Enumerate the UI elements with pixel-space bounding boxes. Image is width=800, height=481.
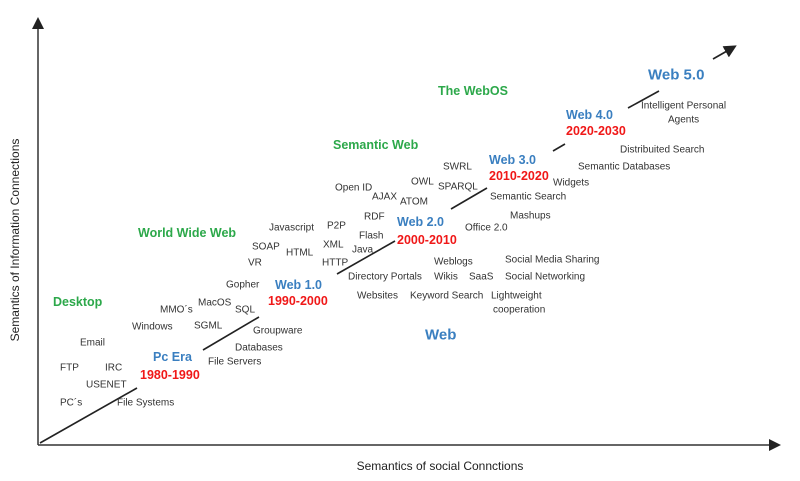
term-label: HTML (286, 247, 314, 259)
era-label-web: Web (425, 326, 457, 344)
progress-segment (552, 143, 566, 152)
term-label: Mashups (510, 210, 551, 222)
y-axis-label: Semantics of Information Connections (8, 138, 22, 342)
term-label: SaaS (469, 271, 494, 283)
term-label: SPARQL (438, 181, 478, 193)
stage-years: 2000-2010 (397, 233, 457, 247)
term-label: Agents (668, 114, 700, 126)
term-label: Distribuited Search (620, 144, 705, 156)
stage-years: 1990-2000 (268, 294, 328, 308)
term-label: Flash (359, 230, 384, 242)
term-label: Databases (235, 342, 283, 354)
stage-name: Web 3.0 (489, 153, 537, 167)
stage-name: Web 1.0 (275, 278, 323, 292)
term-label: VR (248, 257, 262, 269)
progress-segment (202, 316, 260, 351)
term-label: File Systems (117, 397, 175, 409)
term-label: Java (352, 244, 374, 256)
era-label: The WebOS (438, 84, 508, 98)
term-label: XML (323, 239, 344, 251)
term-label: Intelligent Personal (641, 100, 727, 112)
term-label: SWRL (443, 161, 472, 173)
era-label: Desktop (53, 295, 103, 309)
term-label: Gopher (226, 279, 260, 291)
term-label: MacOS (198, 297, 232, 309)
term-label: Wikis (434, 271, 458, 283)
term-label: OWL (411, 176, 434, 188)
term-label: Social Networking (505, 271, 586, 283)
era-label: Semantic Web (333, 138, 419, 152)
term-label: AJAX (372, 191, 398, 203)
term-label: ATOM (400, 196, 428, 208)
term-label: Weblogs (434, 256, 473, 268)
x-axis-label: Semantics of social Connctions (356, 459, 524, 473)
term-label: IRC (105, 362, 123, 374)
term-label: SQL (235, 304, 256, 316)
term-label: Semantic Databases (578, 161, 671, 173)
progress-segment (450, 187, 488, 210)
progress-segment (627, 90, 660, 109)
term-label: HTTP (322, 257, 349, 269)
term-label: Groupware (253, 325, 303, 337)
term-label: P2P (327, 220, 346, 232)
term-label: MMO´s (160, 304, 193, 316)
term-label: Office 2.0 (465, 222, 508, 234)
term-label: Email (80, 337, 106, 349)
term-label: Widgets (553, 177, 590, 189)
stage-name: Pc Era (153, 350, 192, 364)
progress-segment (336, 240, 396, 275)
term-label: SOAP (252, 241, 280, 253)
term-label: Keyword Search (410, 290, 484, 302)
term-label: Semantic Search (490, 191, 567, 203)
stage-years: 1980-1990 (140, 368, 200, 382)
term-label: Social Media Sharing (505, 254, 600, 266)
progress-arrow (712, 45, 737, 60)
term-label: Lightweight (491, 290, 542, 302)
term-label: Websites (357, 290, 398, 302)
era-label: World Wide Web (138, 226, 237, 240)
term-label: USENET (86, 379, 127, 391)
term-label: File Servers (208, 356, 262, 368)
progress-segment (39, 387, 138, 444)
stage-name: Web 5.0 (648, 66, 705, 84)
stage-years: 2020-2030 (566, 124, 626, 138)
stage-name: Web 2.0 (397, 215, 445, 229)
term-label: cooperation (493, 304, 546, 316)
term-label: Javascript (269, 222, 315, 234)
term-label: Windows (132, 321, 173, 333)
stage-years: 2010-2020 (489, 169, 549, 183)
term-label: Open ID (335, 182, 373, 194)
term-label: RDF (364, 211, 385, 223)
term-label: SGML (194, 320, 223, 332)
term-label: PC´s (60, 397, 83, 409)
term-label: Directory Portals (348, 271, 422, 283)
term-label: FTP (60, 362, 79, 374)
stage-name: Web 4.0 (566, 108, 614, 122)
